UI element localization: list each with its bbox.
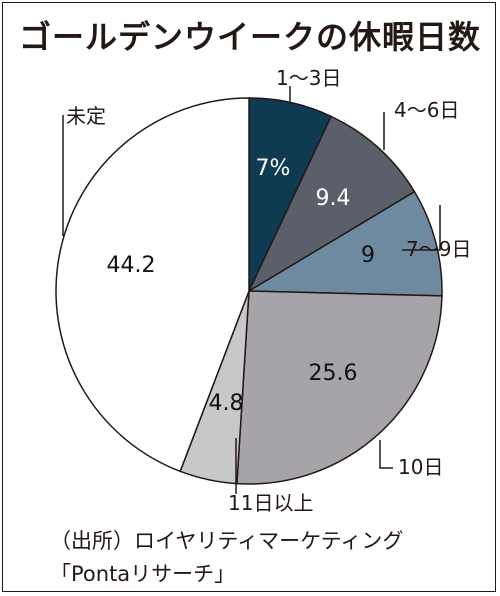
slice-2-value-label: 9 (361, 243, 375, 268)
slice-1 (247, 115, 416, 293)
slice-5-value-label: 44.2 (107, 253, 156, 278)
chart-title: ゴールデンウイークの休暇日数 (18, 18, 481, 56)
slice-2 (246, 190, 443, 297)
slice-3-value-label: 25.6 (309, 361, 358, 386)
slice-1-category-label: 4～6日 (394, 98, 459, 122)
slice-1-value-label: 9.4 (316, 186, 351, 211)
slice-3 (236, 290, 443, 485)
slice-2-leader-line (402, 205, 441, 251)
slice-5-category-label: 未定 (66, 104, 106, 128)
source-note-line1: （出所）ロイヤリティマーケティング (50, 529, 404, 553)
slice-5 (55, 97, 250, 473)
slice-4-category-label: 11日以上 (228, 491, 313, 515)
slice-4-value-label: 4.8 (209, 391, 244, 416)
slice-3-leader-line (379, 440, 393, 469)
source-note-line2: 「Pontaリサーチ」 (50, 562, 236, 586)
chart-frame (2, 2, 496, 592)
slice-0-category-label: 1～3日 (276, 66, 341, 90)
slice-0-value-label: 7% (256, 156, 291, 181)
slice-2-category-label: 7～9日 (406, 237, 471, 261)
slice-3-category-label: 10日 (398, 455, 443, 479)
